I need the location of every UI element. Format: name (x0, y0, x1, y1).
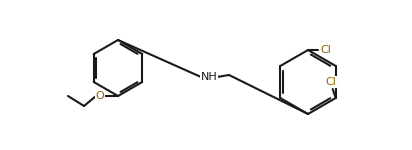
Text: Cl: Cl (321, 45, 331, 55)
Text: NH: NH (201, 72, 218, 82)
Text: O: O (96, 91, 104, 101)
Text: Cl: Cl (325, 77, 336, 87)
